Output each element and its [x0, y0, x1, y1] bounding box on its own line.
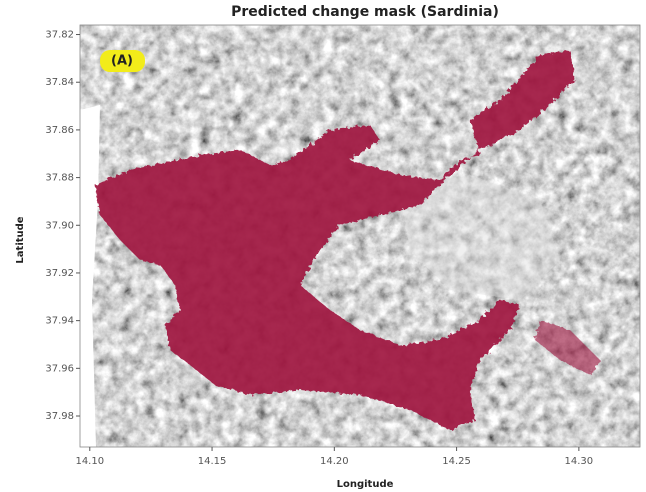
y-tick-label: 37.82 [45, 30, 74, 41]
x-tick-label: 14.15 [198, 456, 227, 467]
x-axis-label: Longitude [337, 479, 394, 490]
x-tick-label: 14.25 [442, 456, 471, 467]
chart-title: Predicted change mask (Sardinia) [231, 4, 499, 20]
y-tick-label: 37.96 [45, 363, 74, 374]
y-tick-label: 37.88 [45, 173, 74, 184]
x-tick-label: 14.20 [320, 456, 349, 467]
x-tick-label: 14.30 [565, 456, 594, 467]
y-tick-label: 37.92 [45, 268, 74, 279]
y-tick-label: 37.98 [45, 411, 74, 422]
y-tick-label: 37.94 [45, 316, 74, 327]
y-axis-label: Latitude [15, 216, 26, 263]
y-tick-label: 37.84 [45, 77, 74, 88]
y-tick-label: 37.86 [45, 125, 74, 136]
image [80, 25, 640, 447]
x-tick-label: 14.10 [75, 456, 104, 467]
panel-label: (A) [111, 54, 133, 69]
y-tick-label: 37.90 [45, 220, 74, 231]
figure: Predicted change mask (Sardinia) (A) Lon… [0, 0, 646, 492]
